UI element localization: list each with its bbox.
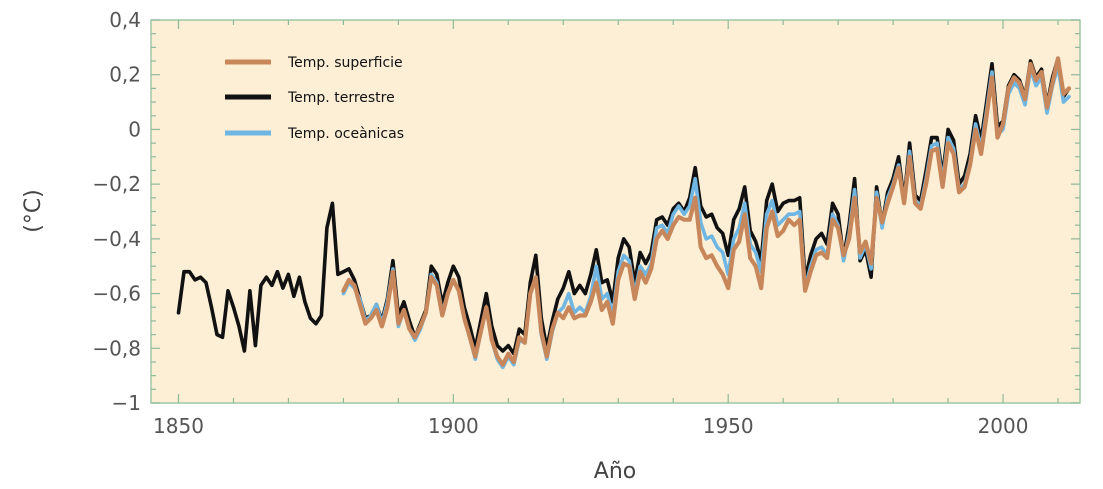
x-tick-labels: 1850 1900 1950 2000 — [153, 414, 1028, 438]
y-tick-label: −0,8 — [92, 336, 141, 360]
y-tick-labels: 0,4 0,2 0 −0,2 −0,4 −0,6 −0,8 −1 — [92, 8, 141, 415]
x-axis-title: Año — [594, 459, 636, 484]
x-tick-label: 2000 — [978, 414, 1029, 438]
legend-label: Temp. terrestre — [287, 90, 395, 106]
plot-background — [150, 19, 1081, 404]
x-tick-label: 1900 — [428, 414, 479, 438]
y-tick-label: −1 — [112, 391, 141, 415]
x-tick-label: 1850 — [153, 414, 204, 438]
x-tick-label: 1950 — [703, 414, 754, 438]
axis-ticks — [151, 19, 1080, 404]
legend-label: Temp. oceànicas — [287, 126, 404, 142]
y-tick-label: −0,6 — [92, 282, 141, 306]
y-tick-label: −0,4 — [92, 227, 141, 251]
series-lines — [176, 56, 1072, 370]
y-tick-label: 0 — [128, 117, 141, 141]
y-tick-label: 0,2 — [109, 63, 141, 87]
legend-label: Temp. superficie — [287, 55, 403, 71]
series-line — [341, 56, 1072, 367]
y-axis-title: (°C) — [21, 189, 46, 233]
legend: Temp. superficie Temp. terrestre Temp. oce… — [225, 55, 404, 142]
y-tick-label: 0,4 — [109, 8, 141, 32]
y-tick-label: −0,2 — [92, 172, 141, 196]
